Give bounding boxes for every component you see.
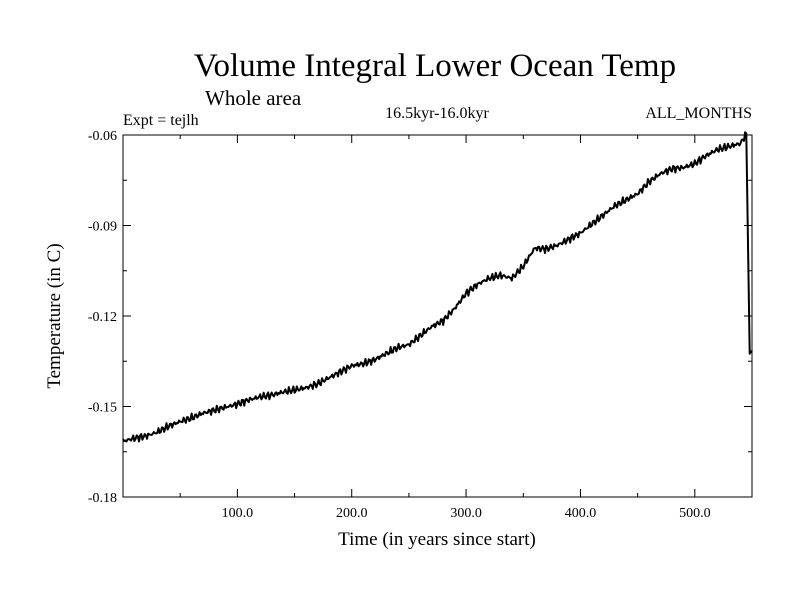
axis-ticks xyxy=(123,134,752,498)
period-label: 16.5kyr-16.0kyr xyxy=(385,105,489,122)
expt-label: Expt = tejlh xyxy=(123,112,199,129)
y-tick-label: -0.18 xyxy=(88,491,117,506)
tick-labels: 100.0 200.0 300.0 400.0 500.0 -0.06 -0.09 -0.12… xyxy=(88,129,711,521)
x-tick-label: 200.0 xyxy=(336,506,368,521)
y-axis-label: Temperature (in C) xyxy=(44,243,65,388)
x-tick-label: 400.0 xyxy=(565,506,597,521)
x-tick-label: 500.0 xyxy=(679,506,711,521)
x-tick-label: 100.0 xyxy=(222,506,254,521)
chart-title: Volume Integral Lower Ocean Temp xyxy=(194,48,676,84)
y-tick-label: -0.09 xyxy=(88,220,117,235)
y-tick-label: -0.06 xyxy=(88,129,117,144)
chart-subtitle: Whole area xyxy=(205,86,302,110)
y-tick-label: -0.15 xyxy=(88,401,117,416)
x-tick-label: 300.0 xyxy=(450,506,482,521)
plot-frame xyxy=(122,134,753,498)
x-axis-label: Time (in years since start) xyxy=(338,529,536,550)
months-label: ALL_MONTHS xyxy=(645,105,752,122)
y-tick-label: -0.12 xyxy=(88,310,117,325)
temperature-series-line xyxy=(122,131,753,443)
